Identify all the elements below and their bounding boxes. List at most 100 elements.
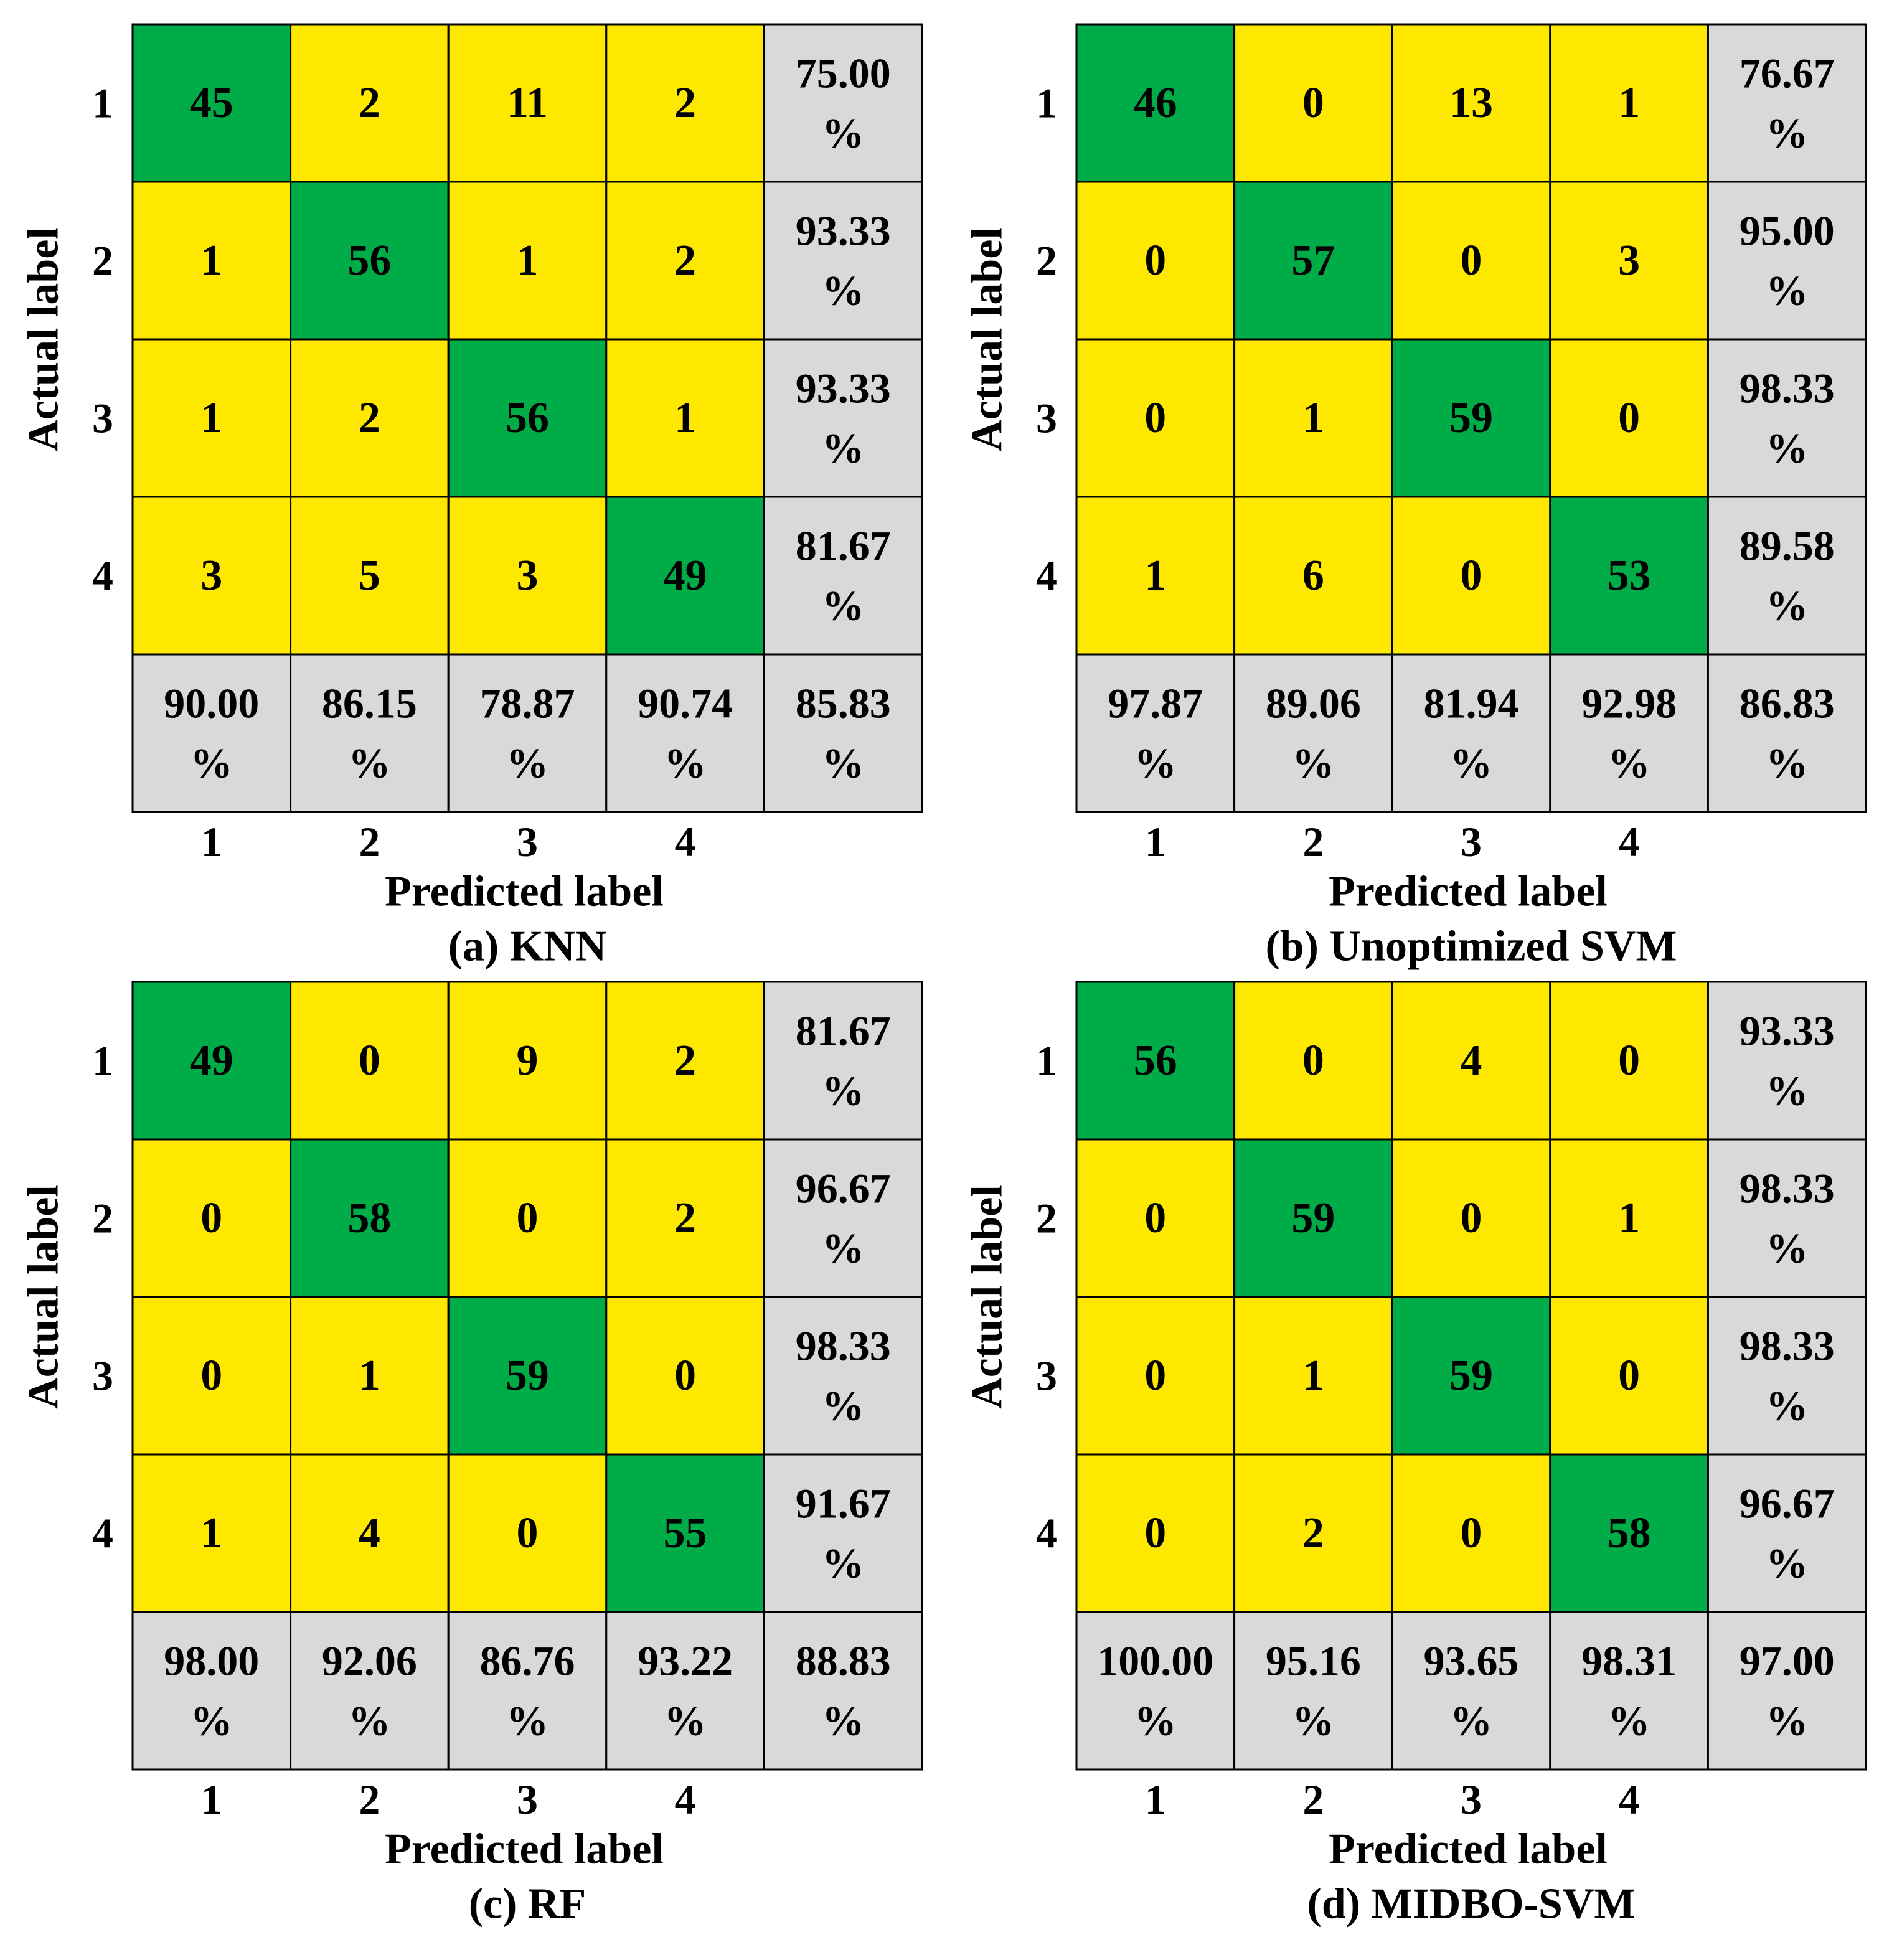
rate-value: 86.76 (480, 1637, 575, 1685)
row-tick-label: 3 (1036, 1352, 1057, 1400)
row-tick-label: 3 (1036, 395, 1057, 442)
col-tick-label: 4 (675, 818, 696, 865)
row-rate-cell (1707, 1453, 1867, 1613)
rate-value: 90.00 (164, 680, 259, 727)
percent-sign: % (822, 425, 864, 472)
rate-value: 81.94 (1424, 680, 1519, 727)
col-rate-cell (131, 1611, 292, 1771)
matrix-cell (447, 1138, 608, 1298)
matrix-cell (447, 981, 608, 1141)
matrix-cell (1075, 1296, 1236, 1456)
rate-value: 98.33 (1740, 365, 1835, 412)
overall-accuracy-cell (763, 1611, 923, 1771)
percent-sign: % (822, 740, 864, 787)
cell-value: 0 (1144, 1509, 1166, 1557)
rate-value: 93.33 (796, 207, 891, 255)
cell-value: 3 (517, 552, 539, 600)
rate-value: 91.67 (796, 1480, 891, 1527)
percent-sign: % (1766, 582, 1808, 629)
cell-value: 9 (517, 1037, 539, 1085)
col-rate-cell (605, 653, 765, 813)
x-axis-label: Predicted label (1329, 1826, 1608, 1873)
rate-value: 98.33 (796, 1322, 891, 1370)
rate-value: 95.16 (1266, 1637, 1361, 1685)
matrix-cell (605, 981, 765, 1141)
cell-value: 6 (1302, 552, 1324, 600)
cell-value: 0 (359, 1037, 380, 1085)
cell-value: 56 (347, 237, 391, 285)
cell-value: 0 (200, 1352, 222, 1400)
matrix-cell-diagonal (290, 181, 450, 341)
percent-sign: % (1292, 1697, 1334, 1745)
col-rate-cell (447, 653, 608, 813)
cell-value: 2 (674, 1037, 696, 1085)
matrix-cell (131, 496, 292, 656)
percent-sign: % (1766, 1225, 1808, 1272)
col-rate-cell (447, 1611, 608, 1771)
matrix-cell (1391, 1138, 1551, 1298)
matrix-cell (1391, 23, 1551, 183)
cell-value: 49 (664, 552, 707, 600)
cell-value: 4 (359, 1509, 380, 1557)
cell-value: 1 (1302, 394, 1324, 442)
row-rate-cell (763, 981, 923, 1141)
percent-sign: % (1292, 740, 1334, 787)
percent-sign: % (1766, 425, 1808, 472)
percent-sign: % (822, 1067, 864, 1114)
cell-value: 1 (200, 237, 222, 285)
col-rate-cell (131, 653, 292, 813)
cell-value: 57 (1291, 237, 1335, 285)
cell-value: 2 (674, 237, 696, 285)
col-tick-label: 3 (517, 1776, 538, 1823)
cell-value: 59 (1449, 394, 1493, 442)
row-rate-cell (763, 23, 923, 183)
matrix-cell-diagonal (290, 1138, 450, 1298)
matrix-cell (1233, 981, 1393, 1141)
matrix-cell (447, 23, 608, 183)
row-tick-label: 2 (1036, 237, 1057, 285)
percent-sign: % (664, 1697, 707, 1745)
row-tick-label: 1 (92, 80, 113, 127)
matrix-cell (1233, 23, 1393, 183)
matrix-cell (1075, 496, 1236, 656)
cell-value: 0 (1144, 1352, 1166, 1400)
panel-caption: (a) KNN (448, 923, 607, 971)
rate-value: 81.67 (796, 522, 891, 570)
matrix-cell (131, 1138, 292, 1298)
rate-value: 100.00 (1097, 1637, 1213, 1685)
matrix-cell-diagonal (1549, 1453, 1709, 1613)
cell-value: 0 (1302, 1037, 1324, 1085)
rate-value: 97.87 (1108, 680, 1203, 727)
row-rate-cell (1707, 1138, 1867, 1298)
row-tick-label: 3 (92, 1352, 113, 1400)
panel-caption: (d) MIDBO-SVM (1307, 1880, 1636, 1928)
rate-value: 98.33 (1740, 1322, 1835, 1370)
cell-value: 4 (1461, 1037, 1482, 1085)
row-rate-cell (1707, 338, 1867, 498)
matrix-cell (605, 23, 765, 183)
percent-sign: % (1450, 1697, 1492, 1745)
matrix-cell (290, 338, 450, 498)
cell-value: 0 (1618, 394, 1640, 442)
percent-sign: % (822, 1540, 864, 1587)
row-tick-label: 4 (92, 1510, 113, 1557)
percent-sign: % (1766, 740, 1808, 787)
percent-sign: % (1766, 1382, 1808, 1430)
col-rate-cell (1075, 1611, 1236, 1771)
row-tick-label: 1 (92, 1037, 113, 1085)
percent-sign: % (348, 740, 390, 787)
cell-value: 45 (190, 79, 233, 127)
cell-value: 1 (359, 1352, 380, 1400)
overall-accuracy-cell (763, 653, 923, 813)
cell-value: 1 (1144, 552, 1166, 600)
rate-value: 98.31 (1581, 1637, 1677, 1685)
matrix-cell (290, 1453, 450, 1613)
cell-value: 0 (1618, 1037, 1640, 1085)
y-axis-label: Actual label (20, 1185, 68, 1409)
row-rate-cell (1707, 981, 1867, 1141)
matrix-cell (1075, 1453, 1236, 1613)
percent-sign: % (822, 1697, 864, 1745)
cell-value: 49 (190, 1037, 233, 1085)
matrix-cell (290, 23, 450, 183)
y-axis-label: Actual label (964, 1185, 1012, 1409)
